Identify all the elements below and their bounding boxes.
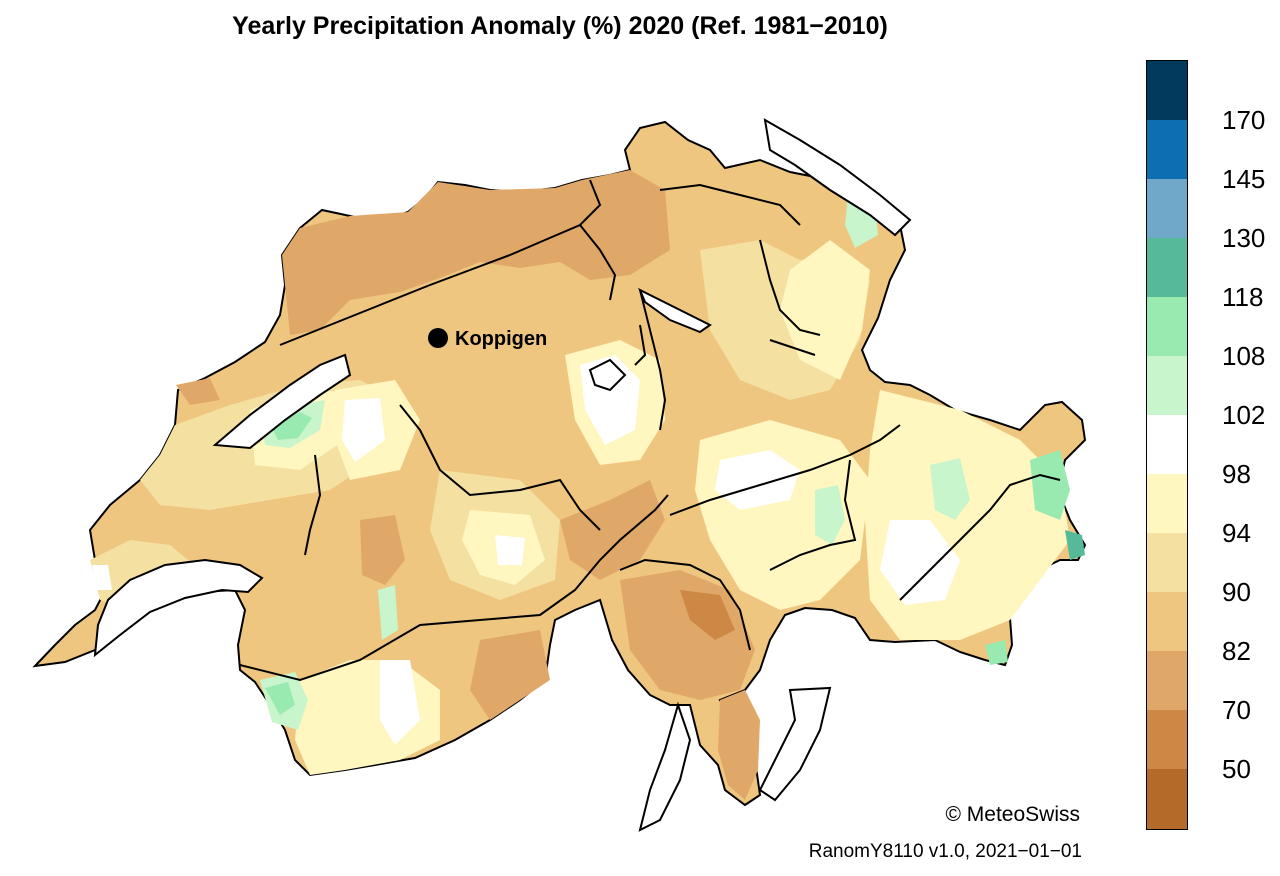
lake-zurich — [638, 287, 712, 334]
lake-como — [758, 686, 832, 802]
legend-swatch — [1147, 533, 1187, 593]
legend-tick-label: 82 — [1222, 636, 1251, 666]
lakes — [93, 118, 912, 832]
legend-swatch — [1147, 356, 1187, 416]
legend-tick-label: 94 — [1222, 518, 1251, 548]
marker-layer: Koppigen — [428, 328, 547, 350]
canton-borders — [239, 179, 1061, 682]
legend-tick-label: 50 — [1222, 754, 1251, 784]
legend-swatch — [1147, 592, 1187, 652]
lake-maggiore — [638, 701, 692, 832]
koppigen-label: Koppigen — [455, 328, 547, 350]
lake-lucerne — [588, 358, 627, 392]
credit-text: © MeteoSwiss — [945, 803, 1080, 826]
legend-swatch — [1147, 651, 1187, 711]
legend-tick-label: 90 — [1222, 577, 1251, 607]
legend-swatch — [1147, 474, 1187, 534]
legend-tick-label: 130 — [1222, 223, 1266, 253]
version-text: RanomY8110 v1.0, 2021−01−01 — [808, 841, 1082, 862]
legend-tick-label: 98 — [1222, 459, 1251, 489]
legend-swatch — [1147, 179, 1187, 239]
legend-swatch — [1147, 769, 1187, 829]
legend-swatch — [1147, 297, 1187, 357]
legend-swatch — [1147, 61, 1187, 121]
lake-geneva — [93, 558, 264, 658]
lake-neuchatel — [212, 353, 352, 450]
legend-tick-label: 118 — [1222, 282, 1264, 312]
lake-constance — [763, 118, 912, 237]
koppigen-dot — [428, 328, 448, 348]
legend-swatch — [1147, 415, 1187, 475]
legend-swatch — [1147, 120, 1187, 180]
switzerland-map — [32, 118, 1087, 832]
map-title: Yearly Precipitation Anomaly (%) 2020 (R… — [232, 12, 888, 40]
color-legend — [1146, 60, 1188, 830]
legend-swatch — [1147, 238, 1187, 298]
legend-tick-label: 108 — [1222, 341, 1266, 371]
legend-swatch — [1147, 710, 1187, 770]
legend-tick-label: 70 — [1222, 695, 1251, 725]
legend-tick-label: 102 — [1222, 400, 1266, 430]
legend-tick-label: 170 — [1222, 105, 1266, 135]
legend-tick-label: 145 — [1222, 164, 1266, 194]
